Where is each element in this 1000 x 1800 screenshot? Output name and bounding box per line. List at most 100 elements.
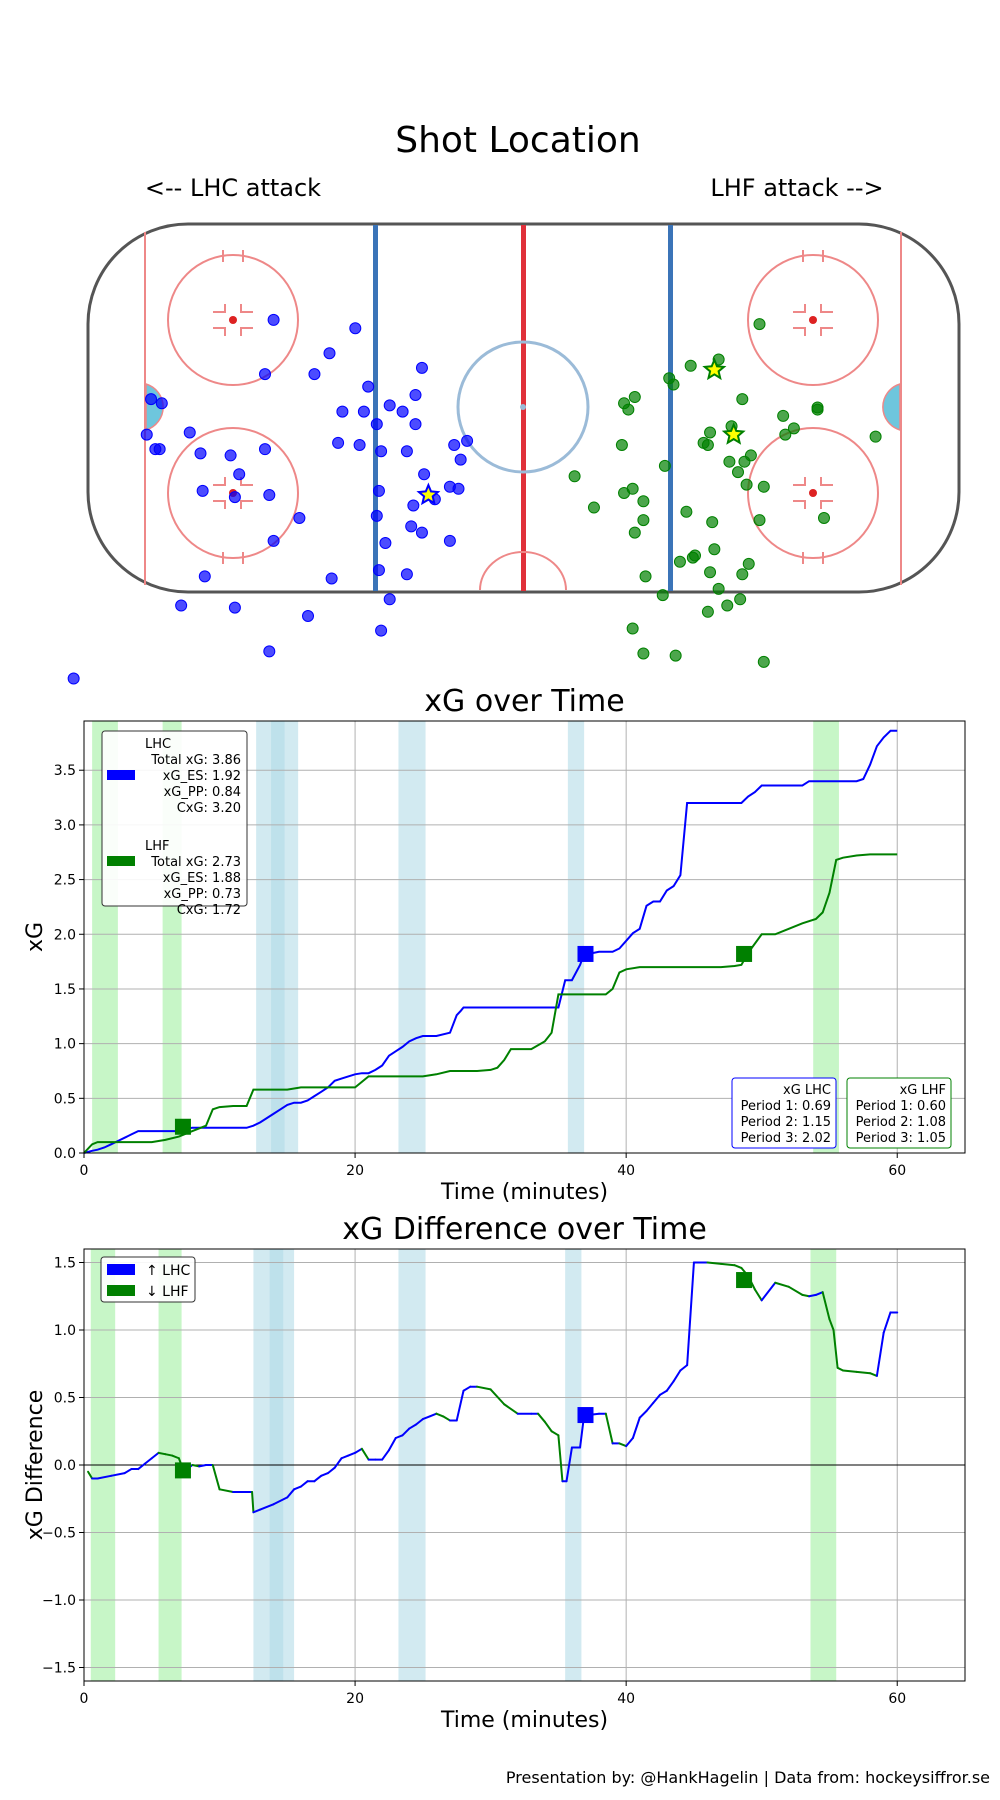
xg-difference-segment xyxy=(842,1369,858,1373)
lhf-shot xyxy=(736,393,749,406)
lhc-shot xyxy=(375,624,388,637)
lhc-shot xyxy=(370,418,383,431)
y-tick-label: 1.0 xyxy=(54,1037,76,1053)
lhf-legend-swatch xyxy=(107,856,135,866)
lhf-legend-line: Total xG: 2.73 xyxy=(150,855,241,870)
xg-difference-segment xyxy=(550,1430,560,1437)
xg-difference-segment xyxy=(286,1488,296,1499)
y-tick-label: −1.5 xyxy=(42,1661,76,1677)
x-tick-label: 40 xyxy=(617,1691,635,1707)
lhf-shot xyxy=(736,568,749,581)
y-tick-label: 0.0 xyxy=(54,1146,76,1162)
xg-difference-segment xyxy=(428,1412,438,1418)
lhf-legend-label: ↓ LHF xyxy=(146,1284,189,1300)
lhc-shot xyxy=(233,468,246,481)
referee-crease xyxy=(479,551,567,591)
lhf-legend-swatch xyxy=(107,1285,135,1296)
lhc-shot xyxy=(194,447,207,460)
xg-difference-segment xyxy=(171,1454,180,1460)
lhc-legend-line: xG_ES: 1.92 xyxy=(163,769,241,784)
xg-difference-segment xyxy=(618,1442,628,1448)
axes-frame xyxy=(83,720,966,1154)
xg-difference-segment xyxy=(96,1474,113,1480)
y-tick-label: −0.5 xyxy=(42,1526,76,1542)
xg-difference-segment xyxy=(137,1462,146,1471)
lhf-shot xyxy=(626,622,639,635)
xg-difference-segment xyxy=(836,1366,845,1372)
faceoff-circle-left-top xyxy=(167,250,299,386)
lhc-shot xyxy=(323,347,336,360)
xg-difference-segment xyxy=(360,1447,370,1461)
lhc-period-frame xyxy=(731,1077,837,1149)
xg-difference-chart: 0 20 40 60 −1.5 −1.0 −0.5 0.0 0.5 1.0 1.5 xG Differ… xyxy=(23,1212,966,1733)
y-tick-label: 3.0 xyxy=(54,818,76,834)
center-dot xyxy=(520,404,526,410)
lhc-attack-label: <-- LHC attack xyxy=(145,174,321,202)
lhf-shot xyxy=(618,397,631,410)
lhf-shot xyxy=(684,359,697,372)
lhc-shot xyxy=(379,537,392,550)
lhc-shot xyxy=(325,572,338,585)
xg-difference-segment xyxy=(299,1480,309,1488)
left-blue-line xyxy=(373,225,378,591)
lhf-goal-star xyxy=(702,357,727,381)
xg-difference-segment xyxy=(191,1464,201,1468)
lhf-shot xyxy=(777,409,790,422)
lhc-shot xyxy=(409,418,422,431)
lhf-legend-line: xG_ES: 1.88 xyxy=(163,871,241,886)
lhf-shot xyxy=(686,551,699,564)
lhc-legend-label: ↑ LHC xyxy=(146,1263,191,1279)
rink-shot-layer xyxy=(67,313,882,685)
lhf-shot xyxy=(628,391,641,404)
lhf-shot xyxy=(721,599,734,612)
lhc-legend-line: xG_PP: 0.84 xyxy=(164,785,241,800)
xg-difference-segment xyxy=(320,1472,329,1477)
lhc-shot xyxy=(443,534,456,547)
xg-difference-segment xyxy=(354,1447,363,1454)
lhc-shot xyxy=(155,397,168,410)
lhc-shot xyxy=(175,599,188,612)
lhc-shot xyxy=(263,489,276,502)
xg-difference-segment xyxy=(381,1449,390,1461)
lhf-shot xyxy=(637,514,650,527)
lhc-shot xyxy=(409,388,422,401)
lhc-shot xyxy=(263,645,276,658)
lhc-shot xyxy=(336,405,349,418)
lhc-shot xyxy=(145,393,158,406)
xg-difference-segment xyxy=(259,1503,275,1511)
xg-difference-segment xyxy=(733,1264,743,1269)
xg-difference-segment xyxy=(421,1415,431,1421)
xg-difference-segment xyxy=(198,1464,207,1468)
xg-difference-segment xyxy=(401,1427,411,1437)
xg-difference-segment xyxy=(537,1412,546,1423)
lhc-period-line: Period 1: 0.69 xyxy=(741,1099,831,1114)
lhc-shot xyxy=(383,399,396,412)
lhf-attack-label: LHF attack --> xyxy=(710,174,883,202)
lhf-shot xyxy=(626,482,639,495)
lhc-shot xyxy=(396,405,409,418)
lhf-period-frame xyxy=(846,1077,952,1149)
lhc-shot xyxy=(267,534,280,547)
lhc-shot xyxy=(259,368,271,381)
xg-difference-segment xyxy=(415,1418,424,1426)
xg-difference-segment xyxy=(875,1331,885,1377)
lhc-powerplay-band xyxy=(271,721,299,1153)
xg-difference-segment xyxy=(557,1434,564,1483)
xg-difference-segment xyxy=(150,1451,160,1460)
xg-difference-segment xyxy=(828,1318,835,1331)
xg-difference-segment xyxy=(808,1293,817,1298)
xg-difference-segment xyxy=(252,1508,262,1514)
lhc-shot xyxy=(375,445,388,458)
lhc-shot xyxy=(302,609,314,622)
lhf-period-line: Period 2: 1.08 xyxy=(856,1115,946,1130)
lhc-shot xyxy=(362,380,375,393)
chart-title: xG over Time xyxy=(424,684,624,719)
lhc-shot xyxy=(443,480,456,493)
xg-difference-segment xyxy=(293,1485,302,1491)
xg-difference-segment xyxy=(869,1372,878,1377)
lhf-shot xyxy=(637,495,650,508)
lhc-shot xyxy=(461,434,474,447)
lhc-period-line: Period 3: 2.02 xyxy=(741,1131,831,1146)
